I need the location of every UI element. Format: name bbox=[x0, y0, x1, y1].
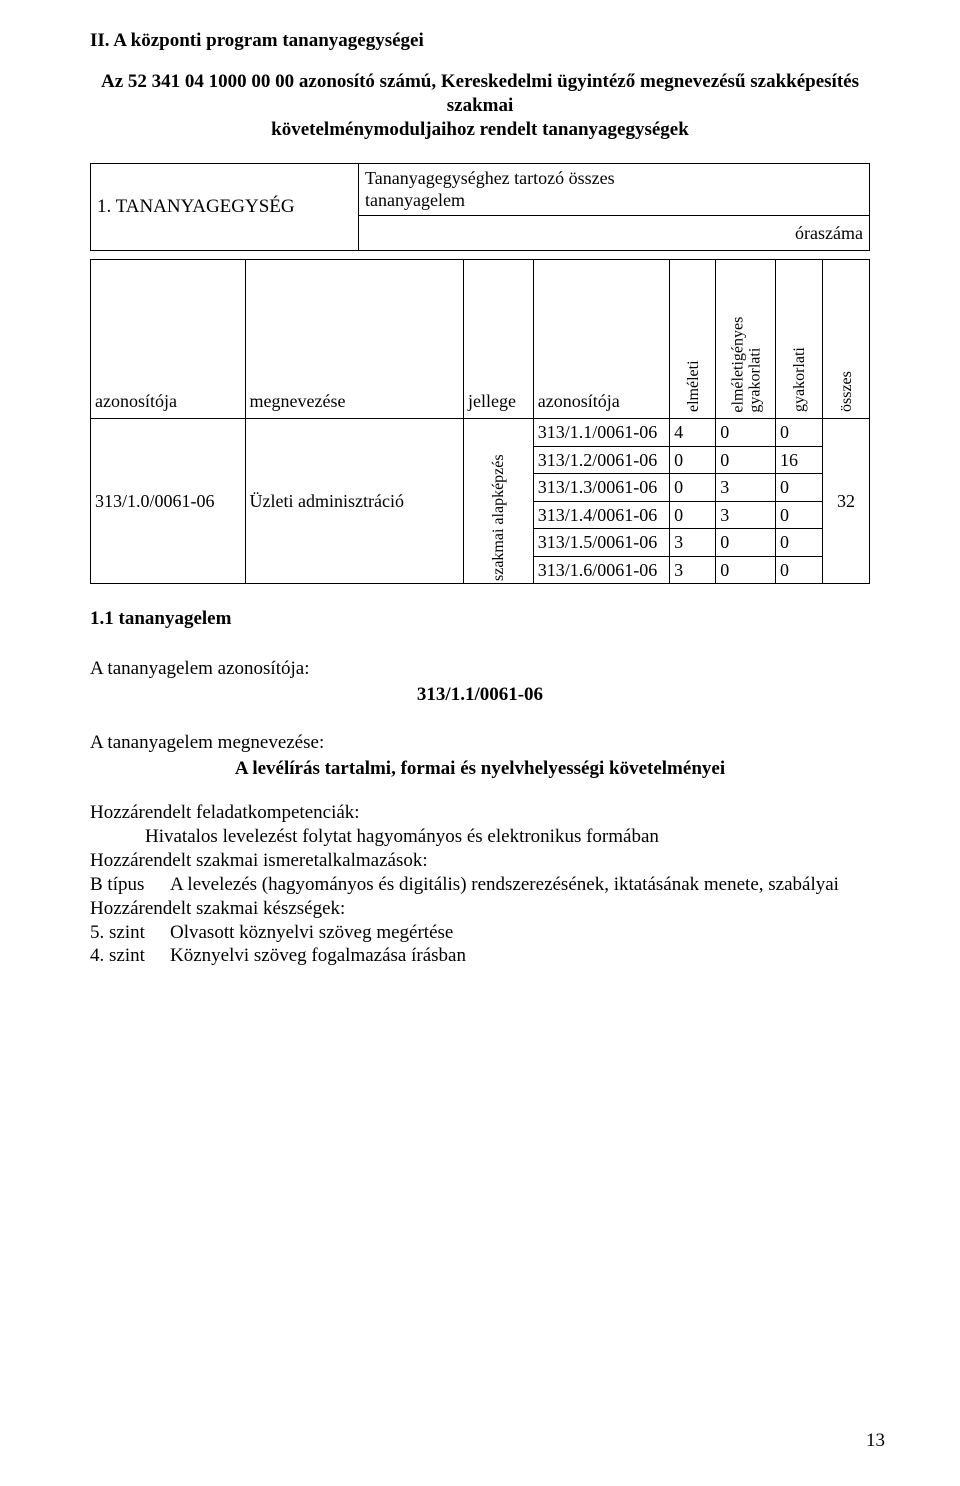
megnev-label: A tananyagelem megnevezése: bbox=[90, 732, 870, 754]
azon-value: 313/1.1/0061-06 bbox=[90, 684, 870, 706]
row-id: 313/1.5/0061-06 bbox=[533, 529, 669, 557]
page-number: 13 bbox=[866, 1430, 885, 1452]
feladat-item: Hivatalos levelezést folytat hagyományos… bbox=[90, 826, 870, 848]
azon-label: A tananyagelem azonosítója: bbox=[90, 658, 870, 680]
unit-right-line1: Tananyagegységhez tartozó összes bbox=[365, 168, 615, 188]
section-title: 1.1 tananyagelem bbox=[90, 608, 870, 630]
row-id: 313/1.4/0061-06 bbox=[533, 501, 669, 529]
sub-heading-line2: követelménymoduljaihoz rendelt tananyage… bbox=[271, 119, 689, 140]
row-id: 313/1.1/0061-06 bbox=[533, 419, 669, 447]
row-id: 313/1.3/0061-06 bbox=[533, 474, 669, 502]
oraszama-cell: óraszáma bbox=[587, 216, 870, 251]
szint5-row: 5. szint Olvasott köznyelvi szöveg megér… bbox=[90, 922, 870, 944]
unit-right-cell: Tananyagegységhez tartozó összes tananya… bbox=[359, 164, 870, 216]
row-v3: 0 bbox=[776, 474, 823, 502]
hdr-azonositoja: azonosítója bbox=[91, 260, 246, 419]
row-v3: 0 bbox=[776, 556, 823, 584]
szakmai-label: Hozzárendelt szakmai ismeretalkalmazások… bbox=[90, 850, 870, 872]
hdr-osszes: összes bbox=[822, 260, 869, 419]
row-v3: 0 bbox=[776, 419, 823, 447]
sub-heading-line1: Az 52 341 04 1000 00 00 azonosító számú,… bbox=[101, 71, 859, 116]
szint5-text: Olvasott köznyelvi szöveg megértése bbox=[170, 922, 870, 944]
unit-header-table: 1. TANANYAGEGYSÉG Tananyagegységhez tart… bbox=[90, 163, 870, 251]
table-row: 313/1.0/0061-06 Üzleti adminisztráció sz… bbox=[91, 419, 870, 447]
row-v2: 0 bbox=[716, 556, 776, 584]
body-megnevezese: Üzleti adminisztráció bbox=[245, 419, 464, 584]
row-id: 313/1.2/0061-06 bbox=[533, 446, 669, 474]
body-azonositoja: 313/1.0/0061-06 bbox=[91, 419, 246, 584]
row-v2: 3 bbox=[716, 474, 776, 502]
row-v2: 0 bbox=[716, 446, 776, 474]
feladat-label: Hozzárendelt feladatkompetenciák: bbox=[90, 802, 870, 824]
data-table: azonosítója megnevezése jellege azonosít… bbox=[90, 259, 870, 584]
main-heading: II. A központi program tananyagegységei bbox=[90, 30, 870, 52]
row-v1: 4 bbox=[670, 419, 716, 447]
szint4-label: 4. szint bbox=[90, 945, 170, 967]
hdr-elmeletigenyes: elméletigényesgyakorlati bbox=[716, 260, 776, 419]
hdr-megnevezese: megnevezése bbox=[245, 260, 464, 419]
hdr-elmeleti: elméleti bbox=[670, 260, 716, 419]
hdr-gyakorlati: gyakorlati bbox=[776, 260, 823, 419]
row-v1: 3 bbox=[670, 556, 716, 584]
b-tipus-row: B típus A levelezés (hagyományos és digi… bbox=[90, 874, 870, 896]
row-v1: 3 bbox=[670, 529, 716, 557]
row-v3: 0 bbox=[776, 529, 823, 557]
row-v2: 0 bbox=[716, 419, 776, 447]
szint4-row: 4. szint Köznyelvi szöveg fogalmazása ír… bbox=[90, 945, 870, 967]
row-v2: 0 bbox=[716, 529, 776, 557]
szint5-label: 5. szint bbox=[90, 922, 170, 944]
hdr-azonositoja2: azonosítója bbox=[533, 260, 669, 419]
keszseg-label: Hozzárendelt szakmai készségek: bbox=[90, 898, 870, 920]
b-tipus-text: A levelezés (hagyományos és digitális) r… bbox=[170, 874, 870, 896]
szint4-text: Köznyelvi szöveg fogalmazása írásban bbox=[170, 945, 870, 967]
hdr-jellege: jellege bbox=[464, 260, 534, 419]
row-v3: 16 bbox=[776, 446, 823, 474]
body-jellege: szakmai alapképzés bbox=[464, 419, 534, 584]
sub-heading: Az 52 341 04 1000 00 00 azonosító számú,… bbox=[90, 70, 870, 141]
b-tipus-label: B típus bbox=[90, 874, 170, 896]
megnev-value: A levélírás tartalmi, formai és nyelvhel… bbox=[90, 758, 870, 780]
unit-right-line2: tananyagelem bbox=[365, 190, 465, 210]
row-v1: 0 bbox=[670, 446, 716, 474]
row-v1: 0 bbox=[670, 474, 716, 502]
row-v2: 3 bbox=[716, 501, 776, 529]
row-id: 313/1.6/0061-06 bbox=[533, 556, 669, 584]
unit-label-cell: 1. TANANYAGEGYSÉG bbox=[91, 164, 359, 251]
row-v1: 0 bbox=[670, 501, 716, 529]
row-v3: 0 bbox=[776, 501, 823, 529]
body-osszes: 32 bbox=[822, 419, 869, 584]
